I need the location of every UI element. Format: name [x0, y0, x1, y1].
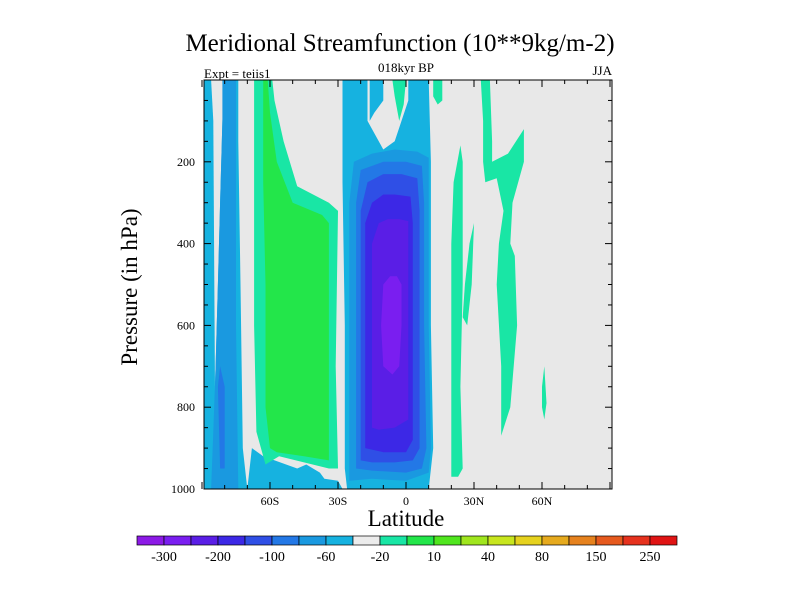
contour-region	[381, 276, 402, 375]
colorbar-label: 250	[640, 550, 661, 565]
season-label: JJA	[592, 63, 612, 78]
colorbar-label: -100	[259, 550, 285, 565]
contour-region	[433, 80, 443, 105]
colorbar-swatch	[487, 535, 516, 546]
contour-region	[451, 145, 463, 477]
y-tick-label: 400	[177, 237, 195, 251]
x-tick-label: 30S	[329, 494, 348, 508]
colorbar-swatch	[298, 535, 327, 546]
colorbar-swatch	[352, 535, 381, 546]
x-tick-label: 30N	[464, 494, 485, 508]
colorbar-swatch	[514, 535, 543, 546]
colorbar-swatch	[136, 535, 165, 546]
y-tick-label: 200	[177, 155, 195, 169]
chart-subtitle: 018kyr BP	[378, 60, 434, 75]
colorbar-label: -20	[371, 550, 390, 565]
y-tick-label: 1000	[171, 482, 195, 496]
x-axis-label: Latitude	[367, 506, 445, 531]
colorbar-swatch	[622, 535, 651, 546]
colorbar-swatch	[217, 535, 246, 546]
colorbar-swatch	[190, 535, 219, 546]
contour-region	[369, 80, 384, 121]
y-tick-label: 800	[177, 400, 195, 414]
colorbar-swatch	[595, 535, 624, 546]
y-tick-label: 600	[177, 318, 195, 332]
colorbar-swatch	[271, 535, 300, 546]
colorbar-swatch	[325, 535, 354, 546]
colorbar-label: 40	[481, 550, 495, 565]
colorbar-label: 10	[427, 550, 441, 565]
contour-layer	[204, 80, 547, 489]
colorbar-label: -300	[151, 550, 177, 565]
experiment-label: Expt = teiis1	[204, 66, 271, 81]
x-tick-label: 60N	[532, 494, 553, 508]
colorbar-label: 150	[586, 550, 607, 565]
colorbar-swatch	[406, 535, 435, 546]
contour-region	[462, 223, 474, 326]
colorbar-swatch	[541, 535, 570, 546]
colorbar-swatch	[379, 535, 408, 546]
contour-region	[542, 366, 547, 420]
contour-region	[217, 366, 225, 469]
colorbar-swatch	[244, 535, 273, 546]
colorbar-label: -200	[205, 550, 231, 565]
contour-region	[263, 80, 329, 461]
colorbar-label: -60	[317, 550, 336, 565]
x-tick-label: 60S	[261, 494, 280, 508]
contour-region	[247, 448, 343, 489]
colorbar-label: 80	[535, 550, 549, 565]
contour-region	[480, 80, 524, 436]
contour-region	[392, 80, 406, 121]
colorbar-swatch	[163, 535, 192, 546]
x-tick-label: 0	[403, 494, 409, 508]
contour-region	[211, 80, 239, 489]
colorbar-swatch	[568, 535, 597, 546]
colorbar-swatch	[433, 535, 462, 546]
colorbar-swatch	[649, 535, 678, 546]
colorbar-swatch	[460, 535, 489, 546]
chart-title: Meridional Streamfunction (10**9kg/m-2)	[185, 30, 615, 57]
